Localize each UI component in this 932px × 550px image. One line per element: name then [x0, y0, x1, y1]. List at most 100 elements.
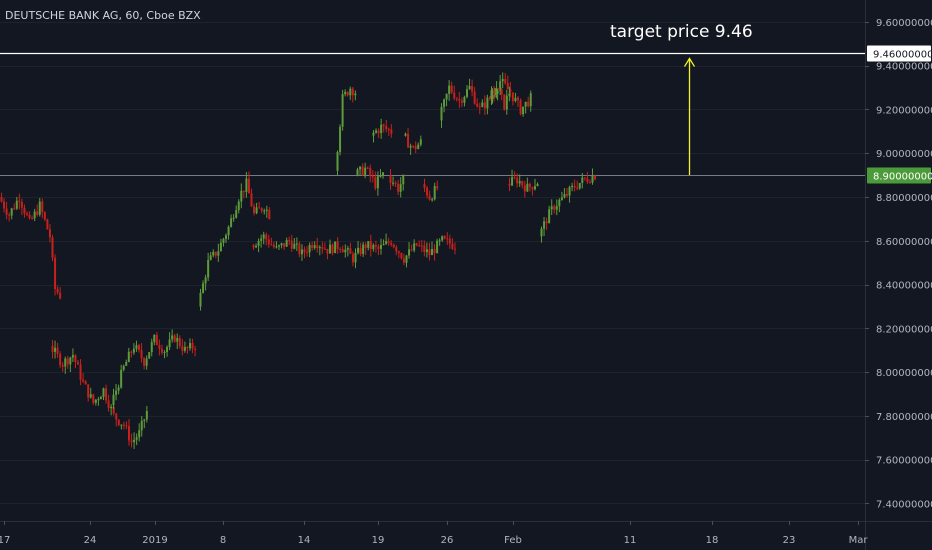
candle-body: [115, 413, 118, 420]
time-tick-label: 26: [441, 535, 454, 546]
candle-body: [171, 335, 174, 340]
candle-body: [232, 217, 235, 219]
candle-body: [448, 238, 451, 244]
candle-body: [356, 169, 359, 176]
candle-body: [110, 406, 113, 409]
candle-body: [374, 177, 377, 189]
candle-body: [135, 345, 138, 349]
candle-body: [128, 426, 130, 441]
candle-body: [466, 89, 468, 97]
candle-body: [410, 249, 413, 251]
candle-body: [436, 240, 439, 254]
candle-body: [346, 91, 349, 96]
candle-body: [10, 208, 13, 216]
candle-body: [245, 178, 248, 192]
candle-body: [505, 95, 508, 110]
candle-body: [183, 347, 186, 351]
candle-body: [568, 187, 571, 196]
candlestick-series: [0, 72, 597, 449]
candle-body: [260, 208, 263, 211]
level-price-tag-label: 8.90000000: [873, 172, 932, 183]
candle-body: [372, 132, 375, 136]
candle-body: [344, 249, 347, 253]
candle-body: [433, 249, 436, 254]
candle-body: [503, 94, 506, 110]
candle-body: [168, 339, 171, 348]
candle-body: [155, 334, 158, 346]
price-tick-label: 9.00000000: [876, 149, 932, 160]
candle-body: [441, 236, 444, 241]
candle-body: [36, 211, 39, 215]
candle-body: [519, 100, 522, 115]
candle-body: [313, 245, 316, 248]
candle-body: [339, 249, 342, 251]
candle-body: [453, 92, 456, 99]
candle-body: [267, 239, 270, 245]
candle-body: [364, 167, 367, 175]
candle-body: [511, 92, 514, 101]
candle-body: [51, 345, 54, 352]
candle-body: [495, 88, 498, 94]
time-tick-label: 18: [706, 535, 719, 546]
candle-body: [382, 172, 384, 177]
candle-body: [540, 228, 543, 237]
candle-body: [397, 251, 400, 254]
candle-body: [135, 437, 138, 440]
candle-body: [402, 174, 405, 185]
candle-body: [420, 245, 423, 247]
candle-body: [390, 242, 393, 245]
candle-body: [240, 190, 243, 202]
target-price-annotation: target price 9.46: [610, 22, 753, 42]
candle-body: [371, 176, 374, 178]
candle-body: [578, 182, 581, 189]
candle-body: [253, 206, 256, 214]
candle-body: [563, 194, 566, 198]
candle-body: [483, 102, 486, 109]
candle-body: [306, 252, 309, 254]
candle-body: [0, 197, 3, 202]
candle-body: [443, 99, 446, 107]
candle-body: [189, 343, 191, 349]
candle-body: [397, 183, 400, 192]
candle-body: [553, 206, 556, 210]
candle-body: [153, 334, 156, 343]
candle-body: [354, 252, 357, 263]
candle-body: [359, 166, 362, 170]
target-annotation[interactable]: target price 9.46: [610, 22, 753, 176]
candle-body: [222, 239, 225, 243]
target-price-tag: [867, 45, 931, 62]
candle-body: [295, 243, 298, 245]
candle-body: [516, 177, 519, 184]
candle-body: [453, 248, 456, 250]
candle-body: [412, 145, 415, 147]
candle-body: [369, 167, 372, 177]
candle-body: [278, 245, 280, 247]
time-tick-label: 11: [624, 535, 637, 546]
candle-body: [387, 129, 390, 131]
horizontal-levels[interactable]: 9.46000000 8.90000000: [0, 45, 932, 184]
candle-body: [66, 358, 69, 365]
candle-body: [262, 234, 265, 239]
candle-body: [318, 247, 321, 249]
candle-body: [293, 243, 296, 249]
candle-body: [252, 245, 255, 248]
candle-body: [443, 236, 446, 239]
time-axis[interactable]: 17 24 2019 8 14 19 26 Feb 11 18 23 Mar: [0, 521, 932, 546]
candle-body: [308, 245, 311, 253]
price-axis[interactable]: 7.40000000 7.60000000 7.80000000 8.00000000…: [865, 0, 932, 550]
candle-body: [138, 345, 140, 350]
candle-body: [321, 247, 324, 249]
candle-body: [336, 152, 339, 171]
candle-body: [84, 381, 87, 385]
candle-body: [351, 253, 354, 263]
candle-body: [99, 396, 102, 400]
candle-body: [77, 362, 79, 365]
candle-body: [379, 176, 382, 178]
candle-body: [280, 243, 283, 246]
candle-body: [380, 124, 383, 134]
candle-body: [531, 186, 534, 190]
candle-body: [560, 197, 563, 200]
candle-body: [263, 210, 266, 212]
candle-body: [166, 347, 169, 352]
